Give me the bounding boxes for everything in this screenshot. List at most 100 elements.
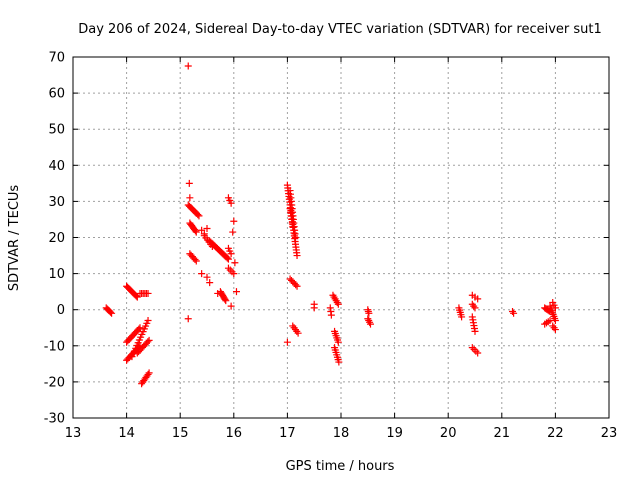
data-point <box>227 302 235 310</box>
y-tick-label: 10 <box>48 267 65 282</box>
data-point <box>292 281 300 289</box>
data-point <box>214 289 222 297</box>
data-point <box>289 223 297 231</box>
chart-title: Day 206 of 2024, Sidereal Day-to-day VTE… <box>78 22 602 37</box>
data-point <box>203 273 211 281</box>
data-points <box>102 62 559 388</box>
data-point <box>203 224 211 232</box>
data-point <box>232 288 240 296</box>
data-point <box>227 199 235 207</box>
data-point <box>294 329 302 337</box>
data-point <box>224 255 232 263</box>
data-point <box>334 300 342 308</box>
data-point <box>200 230 208 238</box>
x-tick-label: 19 <box>386 426 403 441</box>
y-tick-label: 40 <box>48 159 65 174</box>
data-point <box>470 345 478 353</box>
data-point <box>192 257 200 265</box>
y-tick-label: -10 <box>44 339 65 354</box>
data-point <box>474 295 482 303</box>
data-point <box>108 309 116 317</box>
data-point <box>136 324 144 332</box>
data-point <box>223 254 231 262</box>
x-tick-label: 17 <box>279 426 296 441</box>
data-point <box>470 302 478 310</box>
data-point <box>471 304 479 312</box>
x-tick-label: 14 <box>118 426 135 441</box>
data-point <box>230 217 238 225</box>
data-point <box>228 268 236 276</box>
data-point <box>184 62 192 70</box>
x-tick-label: 21 <box>494 426 511 441</box>
y-tick-label: -30 <box>44 412 65 427</box>
data-point <box>221 295 229 303</box>
data-point <box>227 250 235 258</box>
axes: 13 14 15 16 17 18 19 20 21 22 23 -30 -20 -10 0 10 20 30 40… <box>44 51 618 442</box>
data-point <box>365 317 373 325</box>
data-point <box>198 226 206 234</box>
data-point <box>472 347 480 355</box>
data-point <box>194 211 202 219</box>
data-point <box>192 228 200 236</box>
data-point <box>551 326 559 334</box>
data-point <box>195 212 203 220</box>
data-point <box>144 317 152 325</box>
data-point <box>366 320 374 328</box>
data-point <box>224 264 232 272</box>
y-tick-label: 50 <box>48 123 65 138</box>
data-point <box>231 259 239 267</box>
data-point <box>551 304 559 312</box>
data-point <box>310 304 318 312</box>
y-tick-label: 0 <box>57 303 65 318</box>
data-point <box>145 336 153 344</box>
x-tick-label: 16 <box>226 426 243 441</box>
data-point <box>291 234 299 241</box>
x-tick-label: 15 <box>172 426 189 441</box>
data-point <box>366 318 374 326</box>
data-point <box>206 279 214 287</box>
data-point <box>132 292 140 300</box>
y-tick-label: 70 <box>48 51 65 66</box>
data-point <box>458 313 466 321</box>
data-point <box>191 227 199 235</box>
data-point <box>145 369 153 377</box>
data-point <box>133 293 141 301</box>
x-tick-label: 20 <box>440 426 457 441</box>
data-point <box>144 289 152 297</box>
data-point <box>144 338 152 346</box>
data-point <box>222 297 230 305</box>
data-point <box>107 308 115 316</box>
data-point <box>334 338 342 346</box>
data-point <box>474 349 482 357</box>
data-point <box>293 252 301 260</box>
grid <box>73 57 609 418</box>
data-point <box>335 358 343 366</box>
y-tick-label: 20 <box>48 231 65 246</box>
x-tick-label: 18 <box>333 426 350 441</box>
data-point <box>230 270 238 278</box>
data-point <box>186 194 194 202</box>
y-axis-title: SDTVAR / TECUs <box>7 185 22 292</box>
x-tick-label: 23 <box>601 426 618 441</box>
data-point <box>144 370 152 378</box>
data-point <box>550 324 558 332</box>
y-tick-label: -20 <box>44 375 65 390</box>
x-tick-label: 22 <box>547 426 564 441</box>
data-point <box>509 308 517 316</box>
data-point <box>198 270 206 278</box>
x-tick-label: 13 <box>65 426 82 441</box>
data-point <box>184 315 192 323</box>
data-point <box>293 282 301 290</box>
data-point <box>327 311 335 319</box>
data-point <box>191 256 199 264</box>
data-point <box>365 309 373 317</box>
y-tick-label: 30 <box>48 195 65 210</box>
data-point <box>229 228 237 236</box>
data-point <box>551 317 559 325</box>
data-point <box>185 179 193 187</box>
data-point <box>283 338 291 346</box>
data-point <box>471 327 479 335</box>
data-point <box>468 344 476 352</box>
x-axis-title: GPS time / hours <box>286 459 395 474</box>
